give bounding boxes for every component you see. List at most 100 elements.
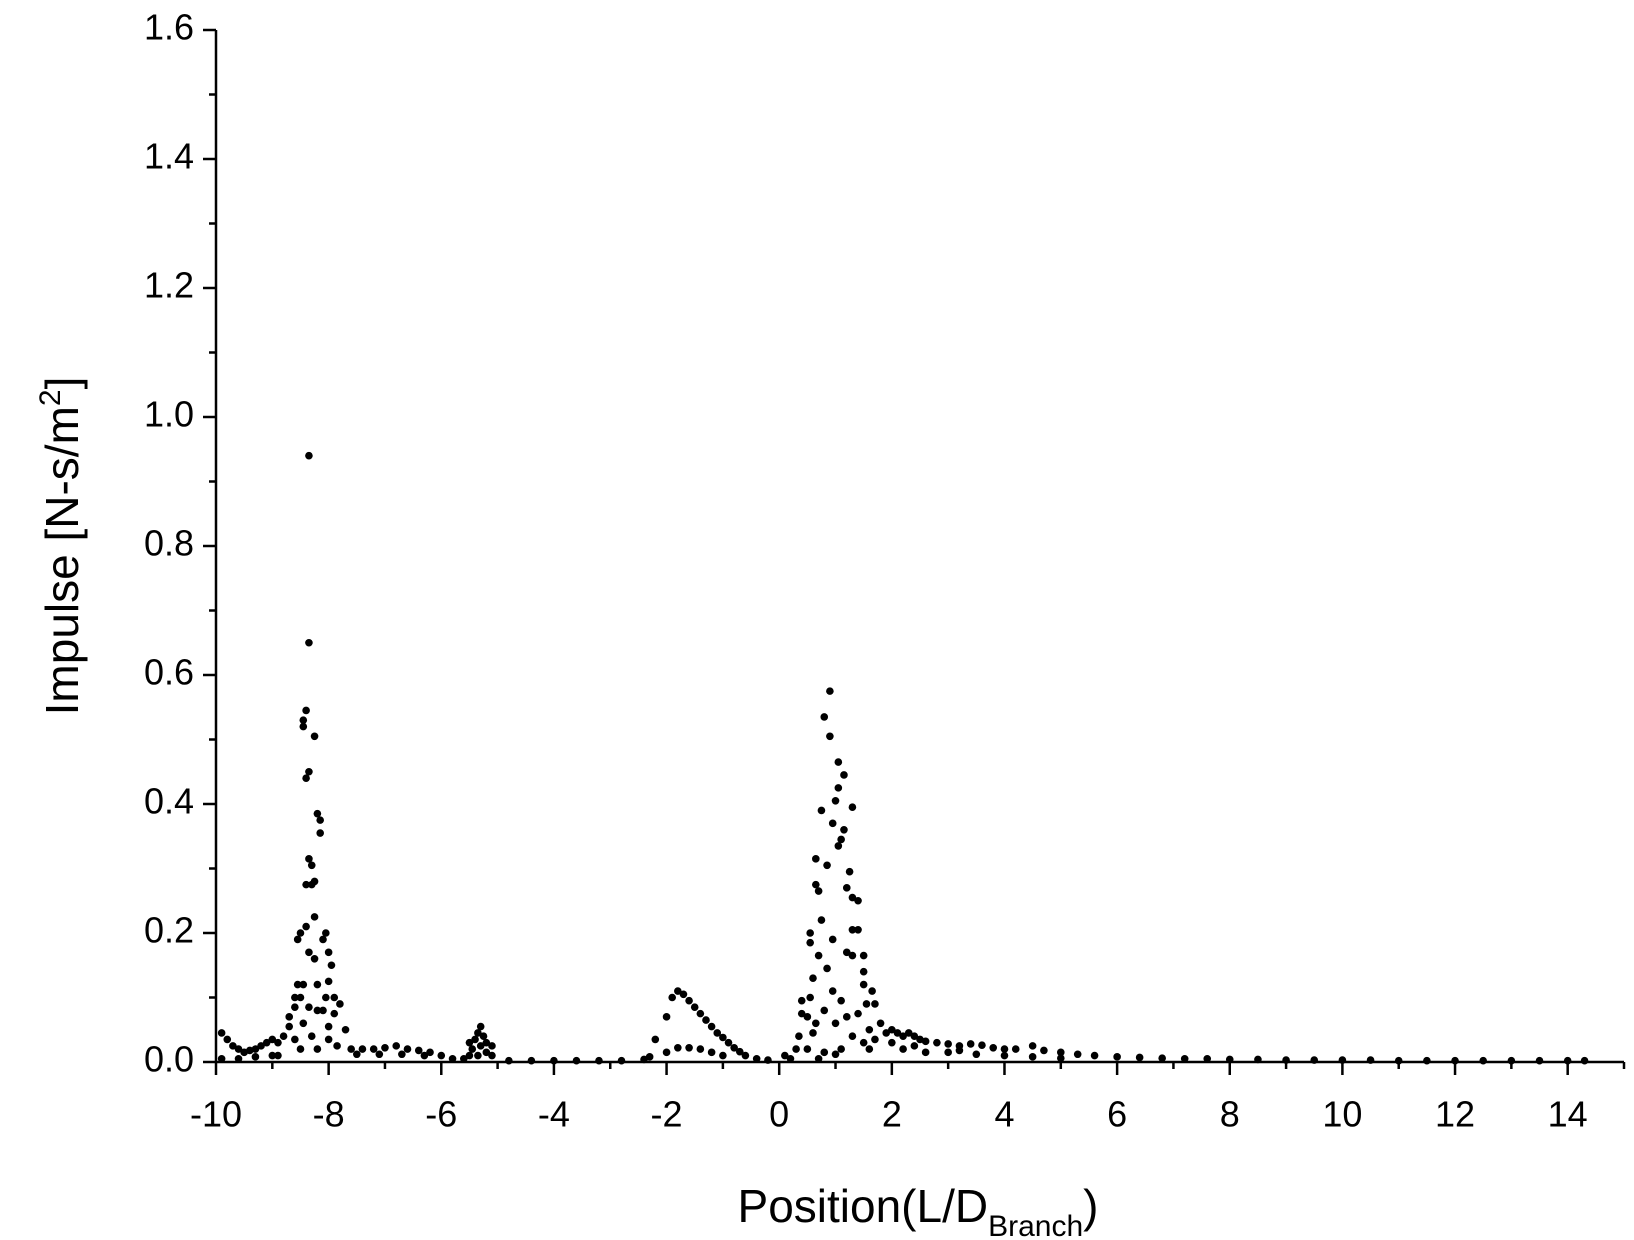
data-point	[690, 1003, 699, 1011]
data-point	[1028, 1042, 1037, 1050]
data-point	[299, 1019, 308, 1028]
data-point	[893, 1029, 902, 1037]
data-point	[476, 1022, 485, 1031]
data-point	[474, 1051, 482, 1060]
x-tick-label: 2	[882, 1094, 902, 1135]
data-point	[336, 1000, 344, 1008]
y-tick-label: 0.8	[144, 523, 194, 564]
data-point	[319, 1006, 327, 1015]
data-point	[234, 1045, 243, 1053]
data-point	[1366, 1056, 1375, 1064]
data-point	[324, 948, 333, 957]
data-point	[842, 948, 851, 957]
data-point	[662, 1048, 671, 1057]
data-point	[812, 855, 820, 863]
y-tick-label: 0.4	[144, 781, 194, 822]
data-point	[333, 1042, 341, 1050]
data-point	[341, 1025, 350, 1034]
data-point	[904, 1029, 913, 1037]
data-point	[296, 1045, 305, 1053]
data-point	[310, 913, 319, 921]
x-tick-label: -4	[538, 1094, 570, 1135]
y-tick-label: 1.4	[144, 136, 194, 177]
data-point	[803, 1013, 812, 1021]
data-point	[296, 993, 305, 1002]
data-point	[719, 1051, 727, 1060]
x-label-sub: Branch	[988, 1210, 1083, 1240]
y-label-text: Impulse [N-s/m	[36, 406, 88, 715]
data-point	[865, 1025, 874, 1034]
data-point	[291, 1003, 299, 1011]
data-point	[468, 1045, 477, 1053]
data-point	[972, 1050, 981, 1059]
data-point	[848, 893, 857, 902]
data-point	[324, 1022, 333, 1031]
data-point	[899, 1045, 907, 1053]
data-point	[353, 1050, 361, 1059]
x-tick-label: 4	[994, 1094, 1014, 1135]
data-point	[358, 1045, 367, 1053]
data-point	[933, 1038, 941, 1047]
x-tick-label: -10	[190, 1094, 242, 1135]
data-point	[307, 861, 316, 870]
data-point	[319, 935, 327, 944]
data-point	[262, 1038, 271, 1047]
data-point	[322, 993, 330, 1002]
data-point	[679, 990, 688, 999]
data-point	[403, 1045, 412, 1053]
data-point	[398, 1050, 406, 1059]
data-point	[888, 1025, 896, 1034]
data-point	[862, 1000, 871, 1008]
data-point	[302, 706, 310, 715]
data-point	[313, 809, 322, 818]
x-tick-label: -6	[425, 1094, 457, 1135]
data-point	[809, 974, 817, 982]
data-point	[685, 1044, 693, 1052]
data-point	[826, 687, 834, 695]
data-point	[921, 1048, 930, 1057]
data-point	[806, 938, 814, 947]
data-point	[1254, 1055, 1262, 1064]
data-point	[471, 1035, 479, 1044]
x-tick-label: 12	[1435, 1094, 1475, 1135]
data-point	[488, 1042, 496, 1050]
data-point	[392, 1042, 401, 1050]
data-point	[707, 1048, 716, 1057]
data-point	[978, 1041, 986, 1050]
data-point	[1423, 1056, 1431, 1065]
data-point	[806, 929, 814, 937]
data-point	[871, 1000, 879, 1008]
data-point	[217, 1054, 226, 1063]
data-point	[460, 1054, 468, 1063]
data-point	[831, 796, 840, 805]
data-point	[229, 1042, 237, 1050]
data-point	[448, 1054, 457, 1063]
data-point	[814, 887, 823, 895]
data-point	[420, 1051, 429, 1060]
data-point	[369, 1045, 378, 1053]
data-point	[322, 929, 330, 937]
data-point	[944, 1040, 952, 1048]
data-point	[302, 880, 310, 889]
data-point	[223, 1035, 232, 1044]
data-point	[347, 1045, 355, 1053]
data-point	[268, 1035, 277, 1044]
data-point	[465, 1038, 474, 1047]
data-point	[550, 1056, 558, 1065]
data-point	[674, 987, 682, 995]
data-point	[1040, 1046, 1048, 1055]
data-point	[854, 1009, 862, 1018]
data-point	[814, 1054, 823, 1063]
data-point	[279, 1032, 288, 1040]
data-point	[414, 1046, 423, 1055]
data-point	[527, 1056, 536, 1065]
data-point	[871, 1035, 879, 1044]
data-point	[488, 1051, 496, 1060]
data-point	[1225, 1055, 1234, 1064]
data-point	[305, 1003, 313, 1011]
data-point	[1507, 1056, 1516, 1065]
data-point	[845, 867, 854, 876]
data-point	[696, 1009, 705, 1018]
data-point	[1203, 1054, 1212, 1063]
